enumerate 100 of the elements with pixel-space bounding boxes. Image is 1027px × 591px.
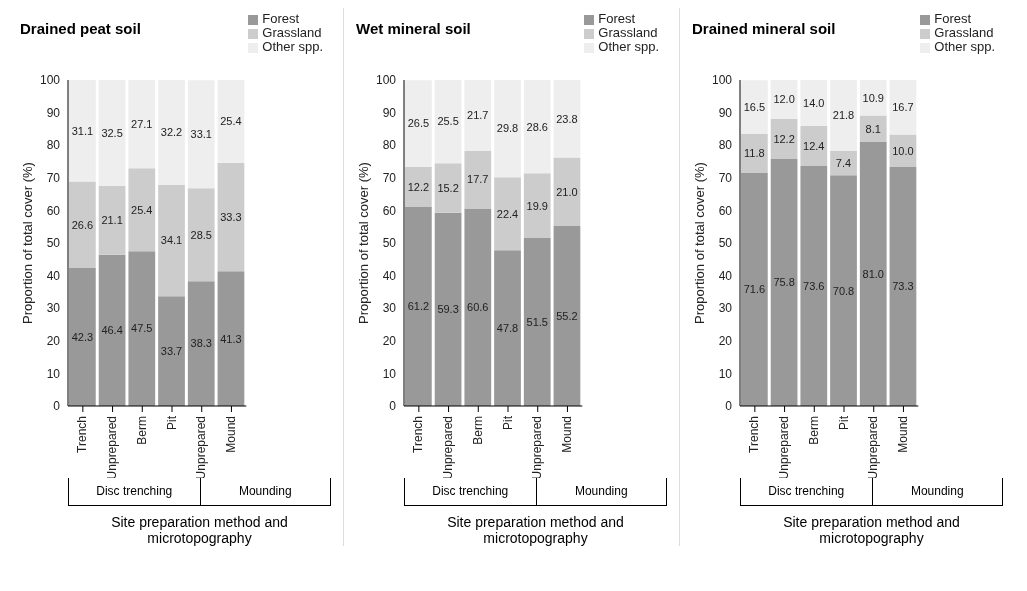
bar xyxy=(187,80,215,189)
data-label: 26.5 xyxy=(407,117,430,130)
y-tick-label: 10 xyxy=(46,366,61,381)
bar xyxy=(187,281,215,406)
data-label: 12.4 xyxy=(803,139,825,152)
data-label: 47.5 xyxy=(131,322,153,335)
data-label: 46.4 xyxy=(101,324,123,337)
data-label: 10.9 xyxy=(862,91,884,104)
data-label: 21.1 xyxy=(101,214,123,227)
data-label: 33.3 xyxy=(220,210,242,223)
data-label: 19.9 xyxy=(526,199,548,212)
legend-label: Forest xyxy=(262,11,300,26)
y-tick-label: 100 xyxy=(375,73,397,88)
data-label: 28.6 xyxy=(526,120,548,133)
bar xyxy=(859,141,887,406)
bar xyxy=(405,80,432,167)
group-bracket: Disc trenching xyxy=(740,478,872,506)
y-tick-label: 40 xyxy=(718,268,733,283)
y-tick-label: 50 xyxy=(718,236,733,251)
legend-label: Forest xyxy=(598,11,636,26)
y-tick-label: 10 xyxy=(718,366,733,381)
y-tick-label: 40 xyxy=(382,268,397,283)
data-label: 21.0 xyxy=(556,185,578,198)
y-axis-title: Proportion of total cover (%) xyxy=(19,162,35,324)
x-tick-label: Pit xyxy=(500,415,515,431)
data-label: 27.1 xyxy=(131,118,153,131)
data-label: 25.4 xyxy=(220,115,242,128)
bar xyxy=(98,254,126,406)
x-tick-label: Mound xyxy=(223,416,238,453)
bar xyxy=(889,80,917,135)
y-tick-label: 70 xyxy=(718,171,733,186)
data-label: 75.8 xyxy=(773,276,795,289)
data-label: 28.5 xyxy=(190,228,212,241)
y-tick-label: 60 xyxy=(46,203,61,218)
bar xyxy=(859,80,887,116)
x-tick-label: Berm xyxy=(470,416,485,445)
y-axis-title: Proportion of total cover (%) xyxy=(691,162,707,324)
bar xyxy=(800,166,828,406)
data-label: 25.4 xyxy=(131,203,153,216)
x-tick-label: Unprepared xyxy=(777,416,792,480)
y-tick-label: 40 xyxy=(46,268,61,283)
bar xyxy=(553,226,581,406)
data-label: 10.0 xyxy=(892,144,914,157)
x-tick-label: Unprepared xyxy=(866,416,881,480)
data-label: 26.6 xyxy=(71,218,94,231)
bar xyxy=(158,296,185,406)
chart-title: Wet mineral soil xyxy=(356,20,471,37)
x-tick-label: Mound xyxy=(559,416,574,453)
data-label: 41.3 xyxy=(220,332,242,345)
bar xyxy=(523,238,551,406)
y-tick-label: 90 xyxy=(382,105,397,120)
x-tick-label: Berm xyxy=(806,416,821,445)
y-tick-label: 50 xyxy=(46,236,61,251)
bar xyxy=(128,80,156,169)
data-label: 81.0 xyxy=(862,267,884,280)
data-label: 34.1 xyxy=(160,234,183,247)
y-tick-label: 0 xyxy=(389,399,397,414)
data-label: 23.8 xyxy=(556,112,578,125)
y-tick-label: 60 xyxy=(382,203,397,218)
data-label: 59.3 xyxy=(437,303,459,316)
data-label: 12.0 xyxy=(773,93,795,106)
x-tick-label: Unprepared xyxy=(530,416,545,480)
x-tick-label: Pit xyxy=(164,415,179,431)
data-label: 33.7 xyxy=(160,344,183,357)
data-label: 51.5 xyxy=(526,315,548,328)
bar xyxy=(523,173,551,239)
data-label: 11.8 xyxy=(744,147,765,160)
data-label: 21.7 xyxy=(467,109,489,122)
data-label: 16.5 xyxy=(743,101,766,114)
bar xyxy=(464,80,492,151)
group-bracket: Mounding xyxy=(535,478,667,506)
legend-label: Forest xyxy=(934,11,972,26)
bar xyxy=(187,188,215,282)
data-label: 25.5 xyxy=(437,115,459,128)
data-label: 22.4 xyxy=(496,207,519,220)
group-bracket: Mounding xyxy=(199,478,331,506)
data-label: 12.2 xyxy=(773,132,795,145)
x-tick-label: Trench xyxy=(411,416,426,453)
legend-label: Grassland xyxy=(934,25,994,40)
y-tick-label: 50 xyxy=(382,236,397,251)
data-label: 7.4 xyxy=(835,157,852,170)
group-bracket: Disc trenching xyxy=(68,478,200,506)
data-label: 12.2 xyxy=(407,180,430,193)
bar xyxy=(494,177,521,251)
data-label: 71.6 xyxy=(743,283,766,296)
x-tick-label: Unprepared xyxy=(194,416,209,480)
bar xyxy=(464,150,492,209)
bar xyxy=(158,80,185,185)
data-label: 38.3 xyxy=(190,337,212,350)
data-label: 29.8 xyxy=(496,122,519,135)
bar xyxy=(523,80,551,174)
y-tick-label: 80 xyxy=(46,138,61,153)
y-tick-label: 70 xyxy=(46,171,61,186)
bar xyxy=(889,167,917,406)
bar xyxy=(217,162,245,272)
data-label: 61.2 xyxy=(407,300,430,313)
data-label: 14.0 xyxy=(803,96,825,109)
x-tick-label: Unprepared xyxy=(441,416,456,480)
chart-title: Drained peat soil xyxy=(20,20,141,37)
bar xyxy=(158,184,185,297)
